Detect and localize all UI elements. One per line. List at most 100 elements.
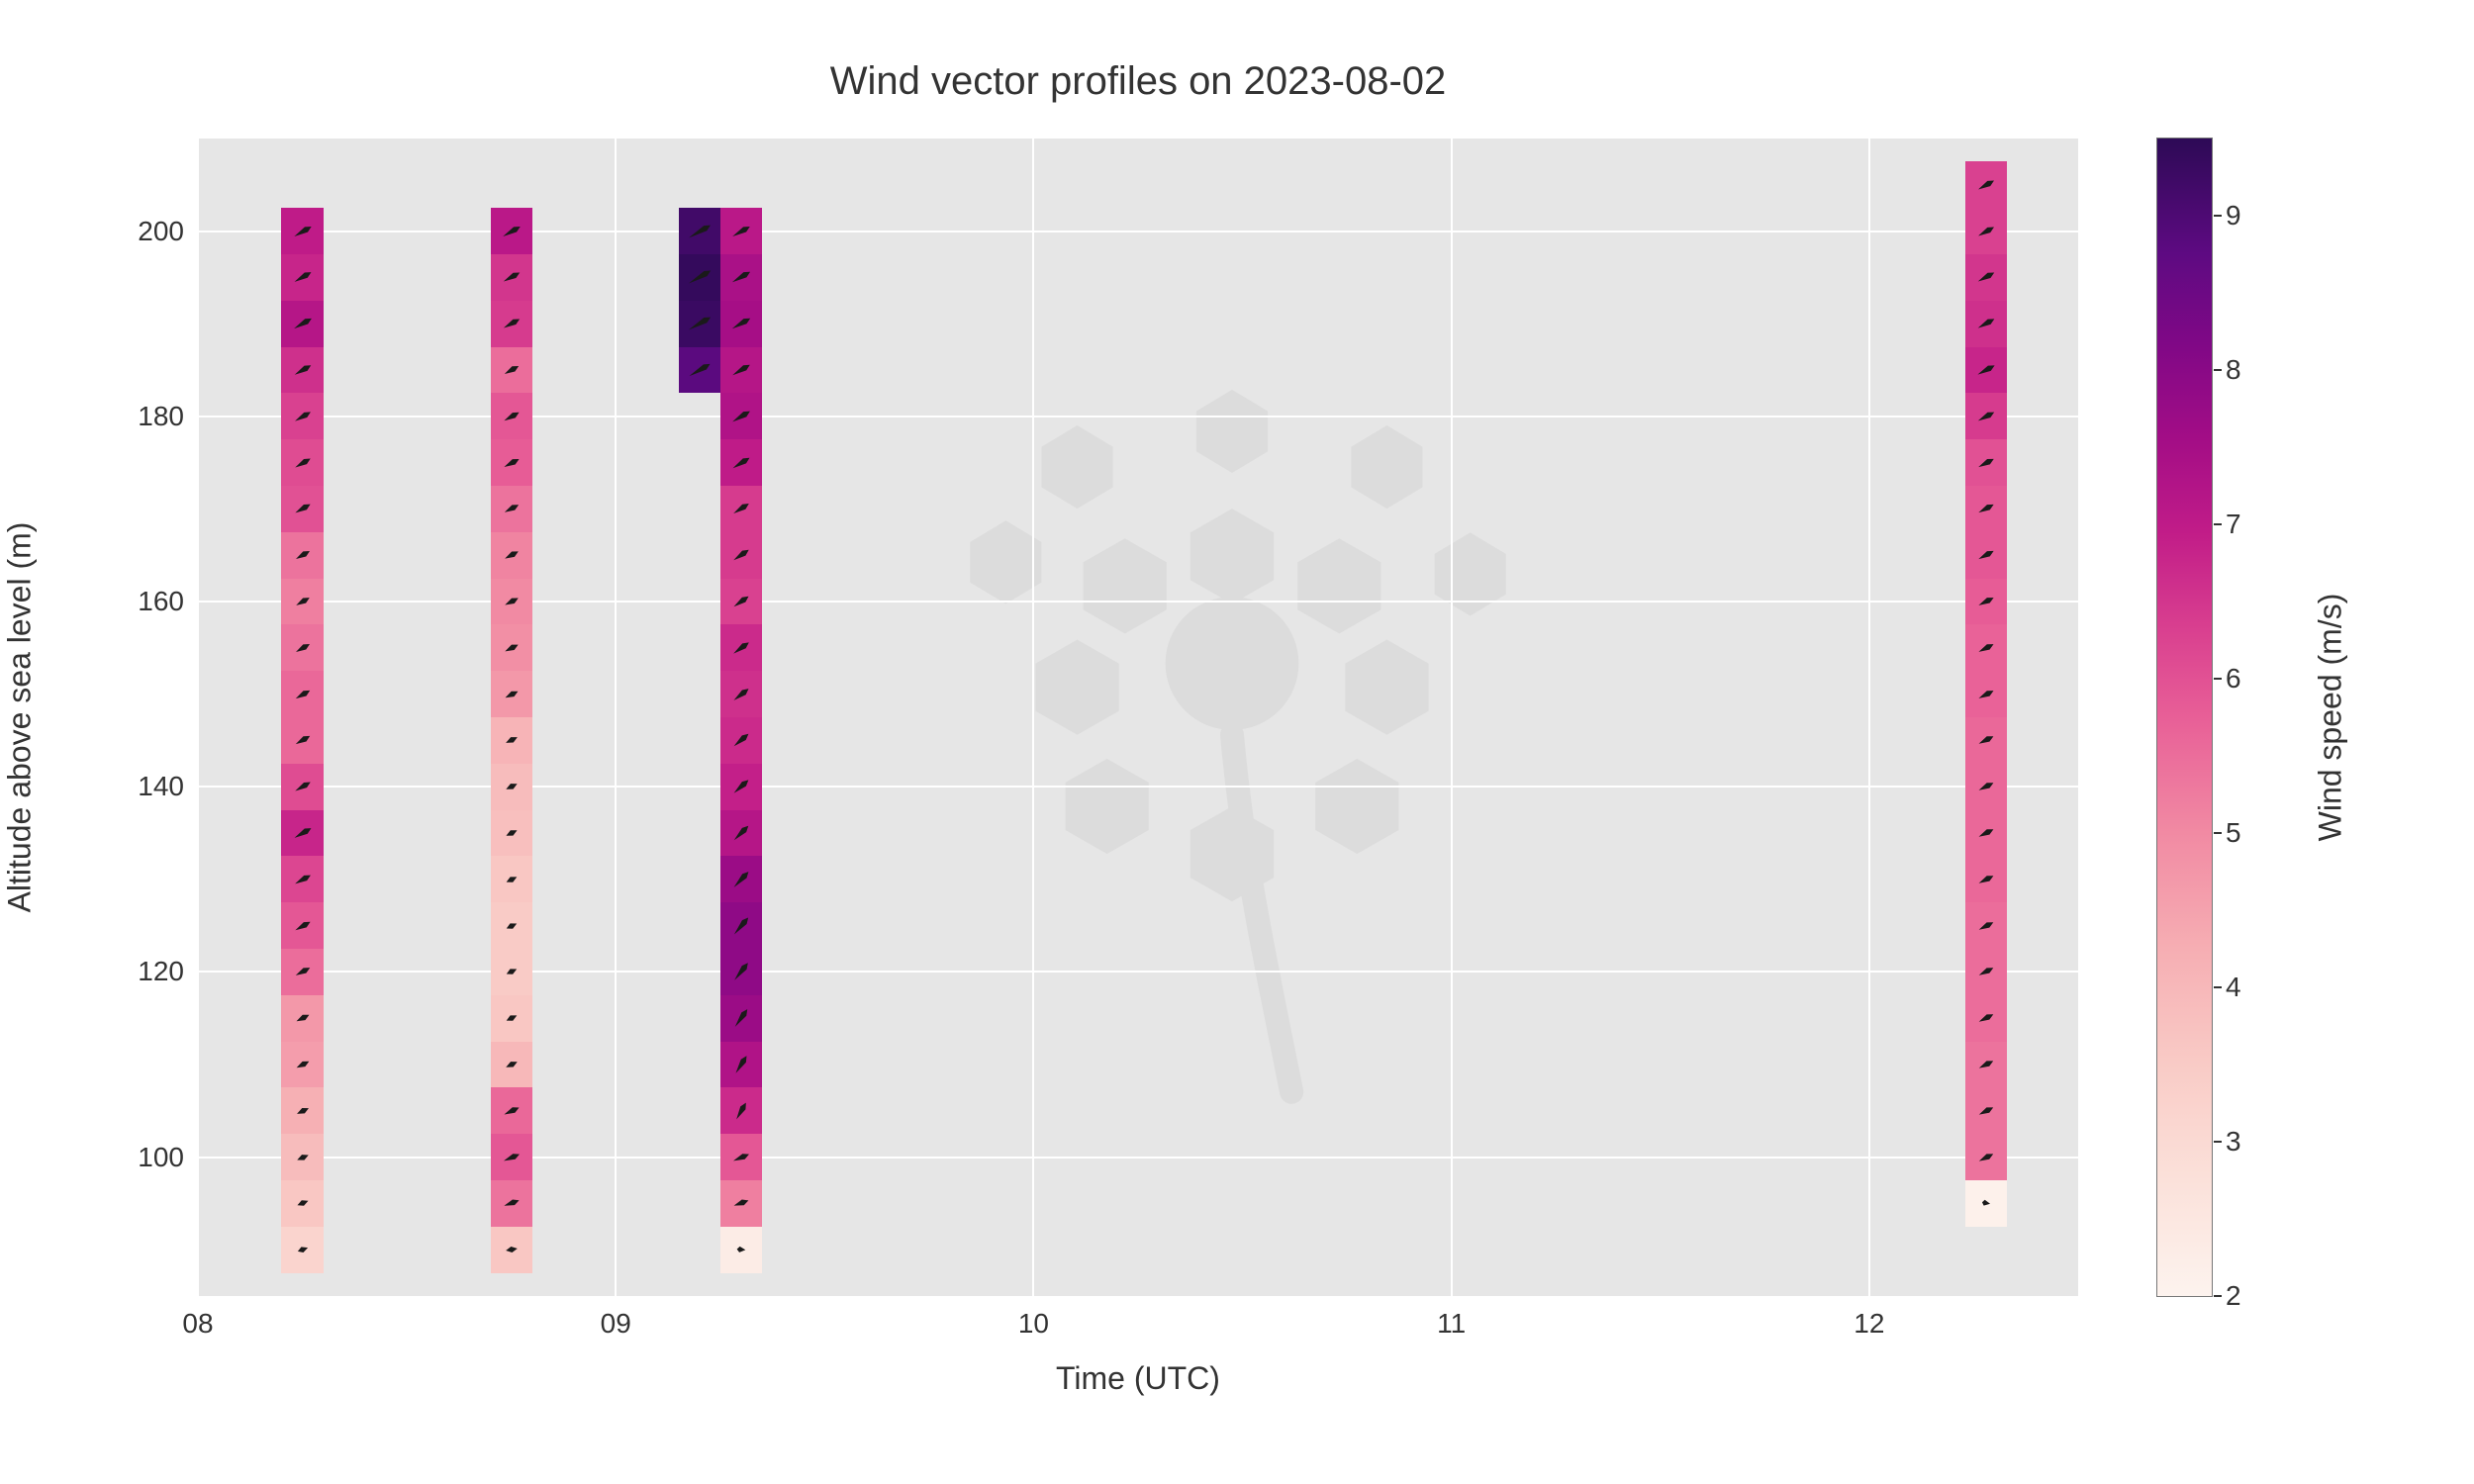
- heatmap-cell: [281, 902, 323, 949]
- watermark-dandelion-icon: [875, 173, 1589, 1273]
- heatmap-cell: [281, 856, 323, 902]
- heatmap-cell: [491, 949, 532, 995]
- heatmap-cell: [491, 995, 532, 1042]
- gridline-v: [1032, 139, 1034, 1296]
- gridline-h: [198, 1157, 2078, 1159]
- x-tick-label: 12: [1854, 1308, 1884, 1340]
- x-tick-label: 11: [1437, 1308, 1466, 1340]
- heatmap-cell: [1965, 764, 2007, 810]
- gridline-v: [197, 139, 199, 1296]
- heatmap-cell: [281, 1180, 323, 1227]
- heatmap-cell: [1965, 1180, 2007, 1227]
- heatmap-cell: [491, 439, 532, 486]
- heatmap-cell: [679, 301, 720, 347]
- heatmap-cell: [281, 486, 323, 532]
- heatmap-cell: [281, 301, 323, 347]
- heatmap-cell: [1965, 1042, 2007, 1088]
- heatmap-cell: [491, 764, 532, 810]
- heatmap-cell: [720, 439, 762, 486]
- colorbar-tick-label: 7: [2226, 509, 2241, 540]
- heatmap-cell: [281, 1087, 323, 1134]
- heatmap-cell: [1965, 579, 2007, 625]
- heatmap-cell: [1965, 393, 2007, 439]
- colorbar: 23456789: [2157, 139, 2212, 1296]
- colorbar-tick-label: 5: [2226, 817, 2241, 849]
- y-tick-label: 180: [138, 401, 184, 432]
- y-tick-label: 120: [138, 956, 184, 987]
- y-tick-label: 200: [138, 216, 184, 247]
- colorbar-tick-label: 9: [2226, 200, 2241, 232]
- gridline-h: [198, 786, 2078, 788]
- heatmap-cell: [491, 393, 532, 439]
- gridline-h: [198, 416, 2078, 417]
- chart-title: Wind vector profiles on 2023-08-02: [198, 59, 2078, 104]
- heatmap-cell: [720, 1087, 762, 1134]
- heatmap-cell: [720, 1042, 762, 1088]
- heatmap-cell: [720, 579, 762, 625]
- colorbar-tick-label: 2: [2226, 1280, 2241, 1312]
- heatmap-cell: [720, 254, 762, 301]
- heatmap-cell: [720, 995, 762, 1042]
- heatmap-cell: [1965, 902, 2007, 949]
- heatmap-cell: [491, 810, 532, 857]
- y-tick-label: 160: [138, 586, 184, 617]
- heatmap-cell: [720, 301, 762, 347]
- heatmap-cell: [720, 532, 762, 579]
- colorbar-tick: [2214, 986, 2222, 988]
- x-tick-label: 08: [182, 1308, 213, 1340]
- gridline-v: [615, 139, 617, 1296]
- heatmap-cell: [491, 579, 532, 625]
- heatmap-cell: [491, 208, 532, 254]
- heatmap-cell: [281, 208, 323, 254]
- heatmap-cell: [720, 208, 762, 254]
- colorbar-tick: [2214, 1295, 2222, 1297]
- heatmap-cell: [1965, 1087, 2007, 1134]
- heatmap-cell: [1965, 671, 2007, 717]
- colorbar-tick-label: 4: [2226, 972, 2241, 1003]
- heatmap-cell: [720, 902, 762, 949]
- heatmap-cell: [1965, 856, 2007, 902]
- gridline-h: [198, 231, 2078, 232]
- colorbar-tick: [2214, 215, 2222, 217]
- heatmap-cell: [281, 717, 323, 764]
- heatmap-cell: [1965, 486, 2007, 532]
- heatmap-cell: [1965, 254, 2007, 301]
- heatmap-cell: [281, 949, 323, 995]
- y-tick-label: 100: [138, 1142, 184, 1173]
- heatmap-cell: [720, 486, 762, 532]
- heatmap-cell: [281, 579, 323, 625]
- heatmap-cell: [491, 717, 532, 764]
- colorbar-gradient: [2157, 139, 2212, 1296]
- heatmap-cell: [720, 949, 762, 995]
- heatmap-cell: [281, 1042, 323, 1088]
- colorbar-tick: [2214, 523, 2222, 525]
- heatmap-cell: [491, 1227, 532, 1273]
- x-tick-label: 09: [601, 1308, 631, 1340]
- heatmap-cell: [281, 764, 323, 810]
- colorbar-tick-label: 8: [2226, 354, 2241, 386]
- heatmap-cell: [720, 810, 762, 857]
- heatmap-cell: [491, 1134, 532, 1180]
- heatmap-cell: [281, 532, 323, 579]
- heatmap-cell: [281, 671, 323, 717]
- heatmap-cell: [1965, 161, 2007, 208]
- colorbar-tick: [2214, 1141, 2222, 1143]
- heatmap-cell: [491, 671, 532, 717]
- heatmap-cell: [720, 1180, 762, 1227]
- heatmap-cell: [1965, 624, 2007, 671]
- heatmap-cell: [720, 764, 762, 810]
- heatmap-cell: [491, 486, 532, 532]
- heatmap-cell: [491, 532, 532, 579]
- heatmap-cell: [281, 624, 323, 671]
- heatmap-cell: [1965, 717, 2007, 764]
- heatmap-cell: [491, 624, 532, 671]
- x-tick-label: 10: [1018, 1308, 1049, 1340]
- heatmap-cell: [1965, 439, 2007, 486]
- heatmap-cell: [720, 1227, 762, 1273]
- heatmap-cell: [720, 624, 762, 671]
- heatmap-cell: [720, 1134, 762, 1180]
- y-axis-label: Altitude above sea level (m): [2, 522, 39, 913]
- heatmap-cell: [1965, 995, 2007, 1042]
- colorbar-tick-label: 6: [2226, 663, 2241, 695]
- heatmap-cell: [720, 856, 762, 902]
